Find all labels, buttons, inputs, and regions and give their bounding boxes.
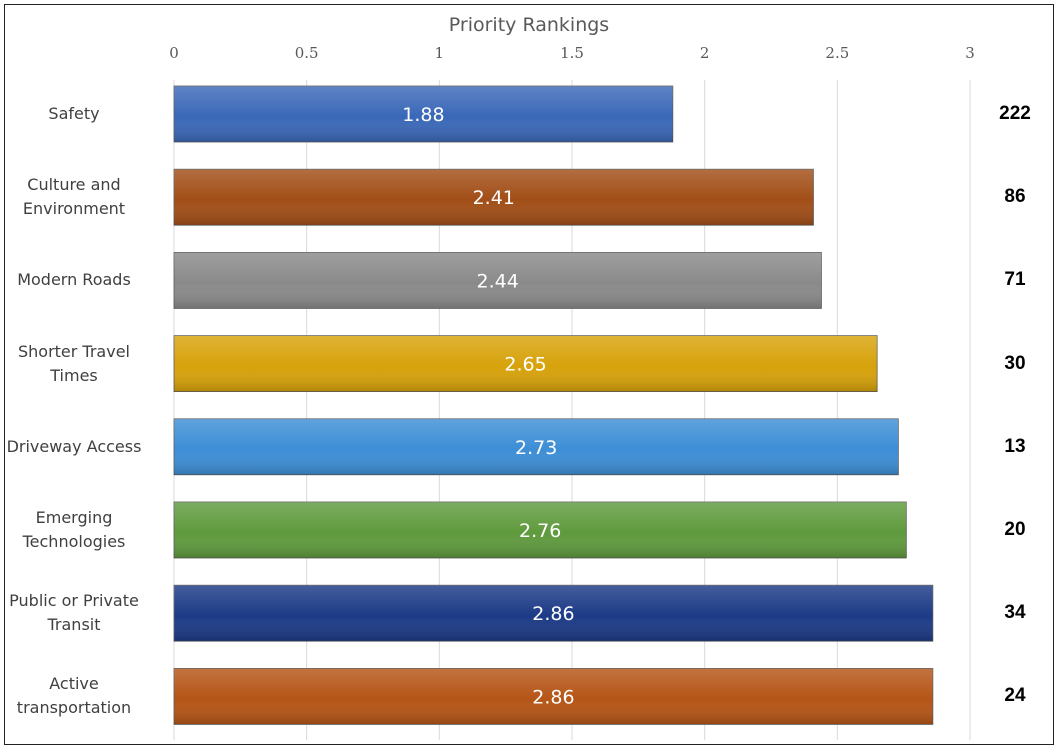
x-tick-label: 2.5 — [825, 44, 850, 62]
response-count: 86 — [1004, 186, 1026, 208]
bar-shading — [174, 169, 814, 226]
response-count: 222 — [999, 103, 1031, 124]
bar-shading — [174, 418, 899, 475]
response-count: 71 — [1004, 269, 1026, 291]
x-tick-label: 0.5 — [294, 44, 319, 62]
category-label: Shorter Travel Times — [17, 341, 130, 385]
category-label: Active transportation — [16, 674, 132, 718]
response-count: 24 — [1004, 685, 1026, 707]
bar-value-label: 2.76 — [519, 520, 561, 542]
bar-value-label: 2.44 — [477, 270, 519, 292]
response-count: 13 — [1004, 435, 1026, 457]
chart-title: Priority Rankings — [448, 14, 610, 36]
x-tick-label: 1.5 — [560, 44, 584, 62]
category-label: Safety — [48, 104, 100, 123]
x-tick-label: 1 — [434, 44, 445, 62]
response-count: 30 — [1004, 352, 1026, 374]
bar-value-label: 2.65 — [504, 354, 546, 376]
bar-shading — [174, 335, 878, 392]
bar-value-label: 1.88 — [402, 104, 444, 126]
x-tick-label: 2 — [699, 44, 710, 62]
bar-shading — [174, 668, 933, 725]
bar-shading — [174, 86, 673, 142]
response-count: 20 — [1004, 519, 1026, 540]
bar-shading — [174, 585, 933, 642]
category-label: Culture and Environment — [22, 175, 126, 219]
bar-value-label: 2.86 — [532, 603, 574, 625]
bar-value-label: 2.86 — [532, 686, 574, 708]
category-label: Public or Private Transit — [9, 591, 139, 635]
bar-shading — [174, 502, 907, 558]
bar-value-label: 2.41 — [473, 187, 515, 209]
x-tick-label: 3 — [965, 44, 975, 62]
bar-shading — [174, 252, 822, 309]
category-label: Driveway Access — [6, 436, 142, 456]
bar-value-label: 2.73 — [515, 437, 557, 459]
response-count: 34 — [1004, 602, 1026, 624]
x-tick-label: 0 — [169, 44, 179, 62]
category-label: Emerging Technologies — [22, 508, 126, 551]
category-label: Modern Roads — [17, 270, 131, 290]
